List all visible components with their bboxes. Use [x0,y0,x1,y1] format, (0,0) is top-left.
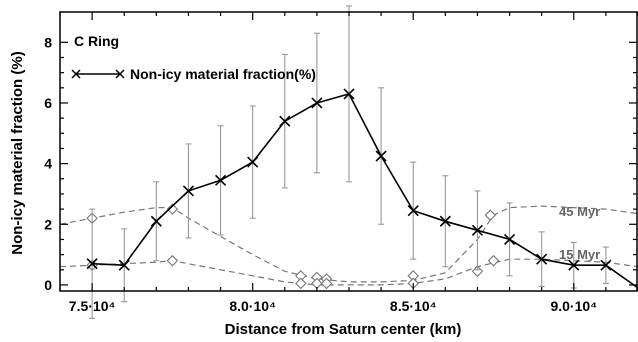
model-marker [320,277,333,290]
y-tick-label: 8 [44,34,52,50]
model-marker [166,254,179,267]
legend-marker-right [115,69,125,79]
main-series-point [407,205,419,217]
model-label-15myr: 15 Myr [559,247,600,262]
main-series-point [343,88,355,100]
main-series-point [375,150,387,162]
main-series-point [279,115,291,127]
main-series-point [311,97,323,109]
y-tick-label: 0 [44,277,52,293]
ring-annotation: C Ring [74,33,119,49]
y-tick-label: 2 [44,216,52,232]
x-axis-title: Distance from Saturn center (km) [225,321,462,338]
model-marker [484,209,497,221]
main-series-line [92,92,638,289]
main-series-point [182,185,195,197]
main-series-point [150,215,162,227]
main-series-point [247,156,259,168]
main-series-point [471,224,484,236]
model-marker [166,203,179,215]
y-tick-label: 4 [44,156,52,172]
model-curves [59,203,638,290]
main-series-point [86,258,98,270]
x-tick-label: 7.5·10⁴ [69,298,116,314]
model-marker [471,265,484,278]
main-series [86,88,638,289]
main-series-point [568,259,580,271]
axes: 7.5·10⁴ 8.0·10⁴ 8.5·10⁴ 9.0·10⁴ 0 2 4 6 8 [44,11,638,314]
labels: C Ring Non-icy material fraction(%) Dist… [9,33,600,338]
y-tick-label: 6 [44,95,52,111]
legend-label: Non-icy material fraction(%) [130,66,316,82]
x-tick-label: 8.5·10⁴ [390,298,437,314]
model-curve-45myr [59,205,638,283]
main-series-point [118,259,130,271]
model-marker [487,254,500,267]
main-series-point [439,215,451,227]
model-marker [295,277,307,290]
model-marker [311,277,323,290]
x-tick-label: 9.0·10⁴ [550,298,597,314]
model-curve-15myr [59,258,638,286]
main-series-point [503,233,516,246]
model-label-45myr: 45 Myr [559,204,600,219]
error-bars [89,5,609,319]
legend: Non-icy material fraction(%) [71,66,316,82]
main-series-point [600,259,612,271]
x-tick-label: 8.0·10⁴ [229,298,276,314]
main-series-point [214,174,227,186]
main-series-point [536,253,548,265]
legend-marker-left [71,69,81,79]
y-axis-title: Non-icy material fraction (%) [9,51,26,254]
